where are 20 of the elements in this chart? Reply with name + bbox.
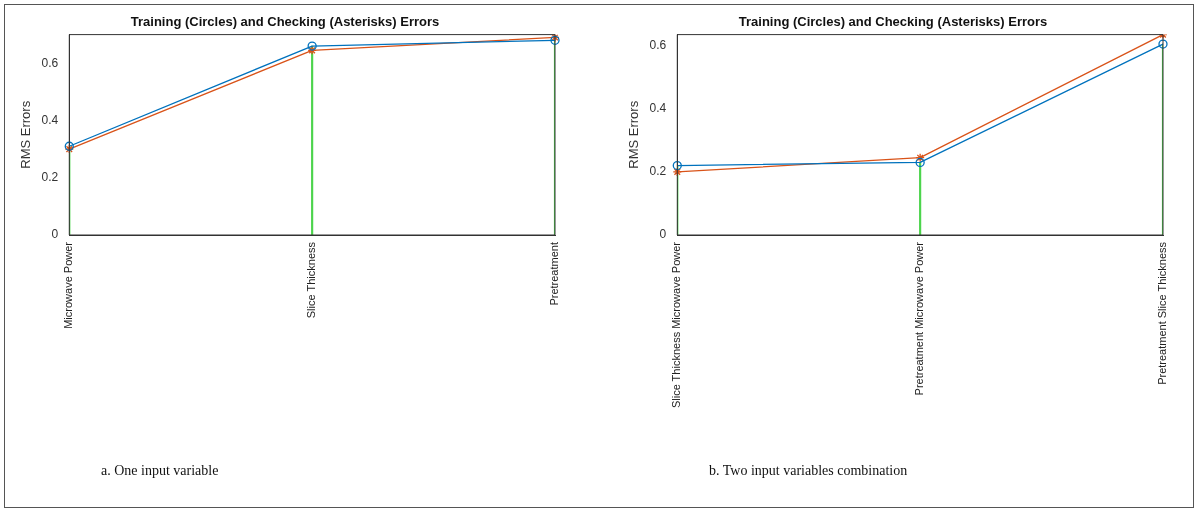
x-tick-label: Slice Thickness Microwave Power — [670, 241, 683, 409]
y-tick-label: 0.6 — [41, 55, 59, 70]
y-tick-label: 0.4 — [649, 101, 667, 116]
y-axis-title: RMS Errors — [18, 100, 34, 169]
y-tick-label: 0.6 — [649, 37, 667, 52]
x-tick-label: Pretreatment Microwave Power — [913, 241, 926, 396]
y-tick-label: 0.2 — [649, 164, 667, 179]
chart-title: Training (Circles) and Checking (Asterisks) Errors — [738, 14, 1048, 30]
x-tick-label: Pretreatment — [548, 242, 561, 306]
y-tick-label: 0.2 — [41, 170, 59, 185]
y-tick-label: 0 — [659, 227, 667, 242]
x-tick-label: Slice Thickness — [305, 241, 318, 319]
y-tick-label: 0.4 — [41, 112, 59, 127]
text: a. One input variable — [101, 463, 219, 479]
text: b. Two input variables combination — [709, 463, 908, 479]
x-tick-label: Microwave Power — [62, 241, 75, 329]
x-tick-label: Pretreatment Slice Thickness — [1156, 241, 1169, 385]
y-axis-title: RMS Errors — [626, 100, 642, 169]
y-tick-label: 0 — [51, 227, 59, 242]
chart-title: Training (Circles) and Checking (Asterisks) Errors — [130, 14, 440, 30]
